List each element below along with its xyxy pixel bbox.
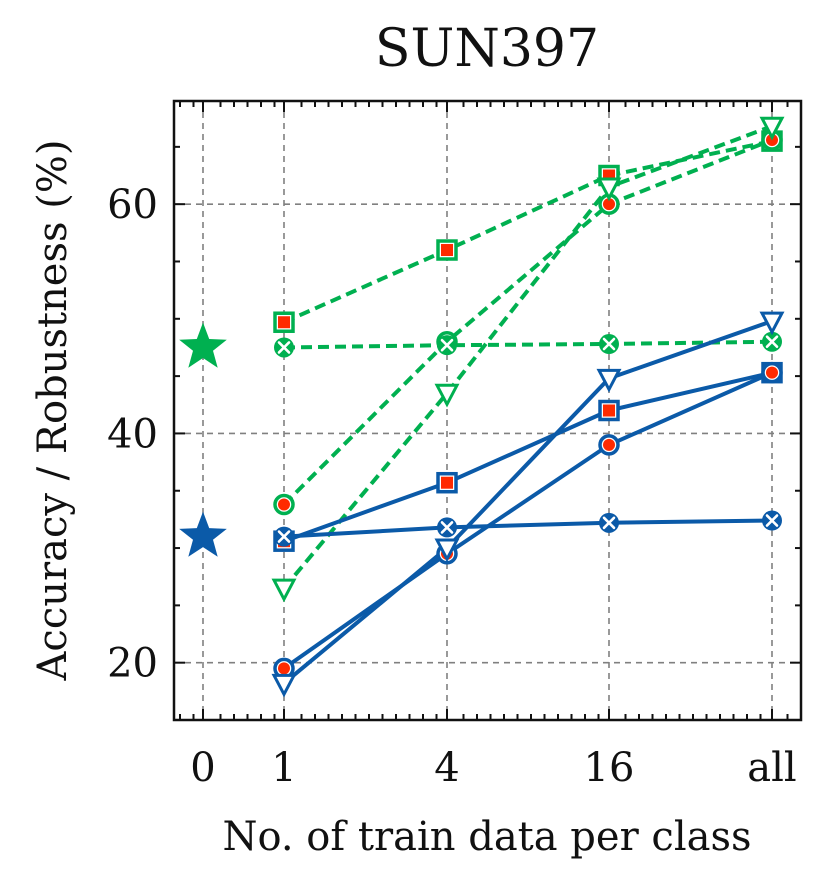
series-line-blue-circle bbox=[282, 370, 773, 671]
point-green-circle-0-fill bbox=[278, 498, 290, 511]
point-blue-triangle-2 bbox=[596, 368, 622, 393]
point-blue-triangle-0 bbox=[271, 673, 297, 698]
point-blue-triangle-0-outline bbox=[271, 673, 297, 698]
point-blue-circle-0-fill bbox=[278, 662, 290, 675]
point-blue-triangle-3-outline bbox=[759, 311, 785, 336]
point-blue-x-0-cross bbox=[277, 530, 291, 543]
ticks bbox=[174, 101, 801, 721]
point-blue-x-1 bbox=[437, 517, 457, 538]
point-blue-x-2-cross bbox=[602, 516, 616, 530]
point-green-x-3 bbox=[762, 331, 782, 352]
series-line-blue-square bbox=[283, 370, 773, 544]
series-line-blue-x bbox=[283, 518, 773, 539]
point-green-circle-2-fill bbox=[603, 198, 615, 211]
point-green-x-3-cross bbox=[765, 335, 779, 349]
point-green-x-2 bbox=[599, 334, 619, 355]
point-green-circle-0 bbox=[273, 493, 295, 516]
chart-title: SUN397 bbox=[375, 19, 599, 79]
grid bbox=[174, 101, 801, 720]
x-tick-label-2: 4 bbox=[434, 745, 459, 791]
point-blue-circle-2 bbox=[598, 434, 620, 456]
x-tick-label-4: all bbox=[747, 745, 796, 791]
point-blue-x-3 bbox=[762, 510, 782, 531]
point-blue-square-1-fill bbox=[441, 476, 453, 489]
point-green-square-0 bbox=[273, 311, 295, 333]
x-tick-label-3: 16 bbox=[584, 745, 635, 791]
point-blue-triangle-1 bbox=[434, 538, 460, 563]
point-blue-x-3-cross bbox=[765, 514, 779, 527]
y-tick-label-2: 60 bbox=[107, 182, 158, 228]
point-green-square-1 bbox=[436, 239, 458, 261]
x-tick-label-0: 0 bbox=[190, 745, 215, 791]
y-tick-label-0: 20 bbox=[107, 641, 158, 687]
series-layer bbox=[179, 116, 785, 698]
point-blue-triangle-2-outline bbox=[596, 368, 622, 393]
point-green-triangle-3 bbox=[759, 116, 785, 141]
point-blue-x-1-cross bbox=[440, 521, 454, 534]
point-green-triangle-0-outline bbox=[271, 578, 297, 603]
point-blue-square-1 bbox=[436, 471, 458, 494]
point-green-triangle-3-outline bbox=[759, 116, 785, 141]
point-green-square-1-fill bbox=[441, 244, 453, 257]
series-line-green-square bbox=[283, 139, 773, 325]
x-tick-label-1: 1 bbox=[271, 745, 296, 791]
series-line-blue-triangle bbox=[282, 319, 773, 685]
point-green-square-0-fill bbox=[278, 316, 290, 329]
x-axis-label: No. of train data per class bbox=[222, 814, 751, 860]
point-blue-circle-3 bbox=[761, 361, 783, 384]
plot-frame bbox=[172, 99, 803, 722]
point-green-circle-2 bbox=[598, 193, 620, 215]
point-blue-x-2 bbox=[599, 512, 619, 533]
y-axis-label: Accuracy / Robustness (%) bbox=[30, 140, 76, 682]
point-blue-circle-2-fill bbox=[603, 438, 615, 451]
point-blue-square-2 bbox=[598, 399, 620, 422]
zero-shot-star-blue bbox=[179, 511, 227, 557]
series-line-green-x bbox=[283, 339, 773, 350]
point-green-triangle-1 bbox=[434, 383, 460, 408]
point-blue-x-0 bbox=[274, 526, 294, 547]
series-line-green-circle bbox=[282, 138, 773, 506]
point-green-x-1-cross bbox=[440, 338, 454, 352]
point-green-x-1 bbox=[437, 335, 457, 356]
point-blue-triangle-1-outline bbox=[434, 538, 460, 563]
zero-shot-star-green bbox=[179, 322, 227, 368]
point-green-x-0 bbox=[274, 337, 294, 358]
point-green-triangle-2 bbox=[596, 177, 622, 202]
y-tick-label-1: 40 bbox=[107, 411, 158, 457]
point-blue-triangle-3 bbox=[759, 311, 785, 336]
point-green-triangle-1-outline bbox=[434, 383, 460, 408]
tick-labels: 0 1 4 16 all 20 40 60 bbox=[107, 182, 797, 791]
point-blue-circle-3-fill bbox=[766, 366, 778, 379]
series-line-green-triangle bbox=[282, 124, 773, 590]
point-green-triangle-0 bbox=[271, 578, 297, 603]
point-green-x-2-cross bbox=[602, 337, 616, 351]
point-blue-square-2-fill bbox=[603, 404, 615, 417]
point-green-x-0-cross bbox=[277, 341, 291, 354]
point-green-triangle-2-outline bbox=[596, 177, 622, 202]
